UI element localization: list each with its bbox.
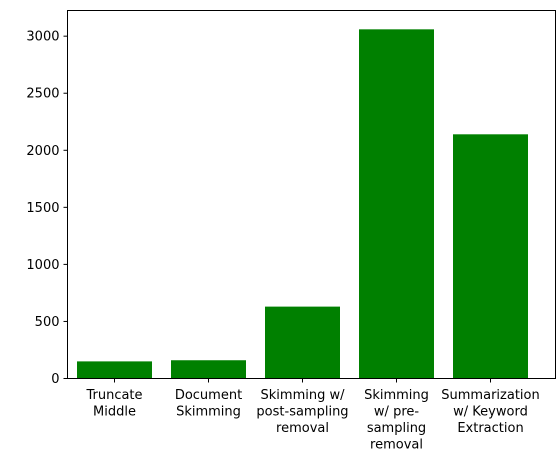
x-tick-label-3: Skimming w/ pre-sampling removal <box>364 388 429 453</box>
x-axis-ticks: Truncate Middle Document Skimming Skimming w… <box>85 378 540 453</box>
bars-group <box>77 29 528 379</box>
x-tick-label-1: Document Skimming <box>175 388 242 420</box>
bar-2 <box>265 306 340 379</box>
bar-0 <box>77 361 152 379</box>
y-tick-label-5: 2500 <box>26 87 59 102</box>
x-tick-label-2: Skimming w/post-sampling removal <box>256 388 348 436</box>
y-tick-label-3: 1500 <box>26 201 59 216</box>
y-tick-label-0: 0 <box>51 372 59 387</box>
y-tick-label-4: 2000 <box>26 144 59 159</box>
y-tick-label-2: 1000 <box>26 258 59 273</box>
bar-4 <box>453 134 528 379</box>
bar-3 <box>359 29 434 379</box>
x-tick-label-4: Summarization w/ Keyword Extraction <box>441 388 539 436</box>
y-axis-ticks: 0 500 1000 1500 2000 2500 3000 <box>26 30 68 387</box>
y-tick-label-6: 3000 <box>26 30 59 45</box>
bar-1 <box>171 360 246 379</box>
x-tick-label-0: Truncate Middle <box>85 388 142 420</box>
y-tick-label-1: 500 <box>35 315 60 330</box>
plot-frame <box>67 10 556 379</box>
